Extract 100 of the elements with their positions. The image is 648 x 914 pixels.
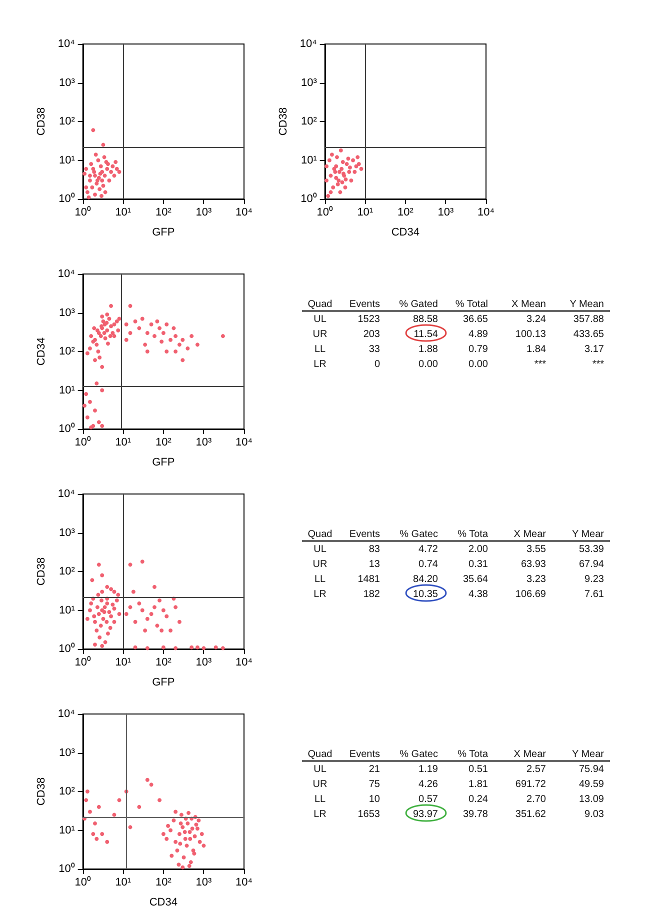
text: 0.74 [418,559,438,570]
y-tick-label: 10² [58,566,76,578]
text: 67.94 [578,559,604,570]
y-tick-label: 10⁴ [300,38,318,50]
text: 0.51 [468,764,488,775]
text: 7.61 [584,589,604,600]
text: 2.70 [526,794,546,805]
y-tick-label: 10¹ [58,824,76,836]
text: X Mear [514,749,547,760]
x-tick-label: 10² [397,206,414,218]
x-tick-label: 10⁰ [74,876,91,888]
text: 9.23 [584,574,604,585]
text: LR [314,359,326,370]
text: 1653 [358,809,380,820]
text: % Tota [458,749,488,760]
text: Events [349,749,380,760]
text: 39.78 [462,809,488,820]
text: 9.03 [584,809,604,820]
text: UR [312,329,328,340]
text: LL [314,344,326,355]
text: *** [592,359,604,370]
y-tick-label: 10² [58,786,76,798]
text: Y Mear [572,749,605,760]
text: UL [314,314,327,325]
y-tick-label: 10⁰ [58,862,75,875]
text: 35.64 [462,574,488,585]
text: UL [314,544,327,555]
x-axis-title: GFP [152,676,175,688]
x-tick-label: 10⁴ [478,206,495,218]
text: LL [314,574,326,585]
text: 13.09 [578,794,604,805]
y-tick-label: 10⁰ [58,642,75,655]
y-tick-label: 10³ [58,76,76,89]
y-tick-label: 10² [300,116,318,128]
text: 88.58 [412,314,438,325]
text: 0.24 [468,794,488,805]
text: 4.89 [468,329,488,340]
text: Y Mear [572,529,605,540]
text: 4.26 [418,779,438,790]
y-tick-label: 10⁰ [300,192,317,205]
text: 13 [368,559,380,570]
text: 1523 [358,314,380,325]
text: 10 [368,794,380,805]
text: % Total [455,299,488,310]
text: 53.39 [578,544,604,555]
text: UL [314,764,327,775]
text: X Mean [512,299,546,310]
text: 1.88 [418,344,438,355]
x-tick-label: 10¹ [115,656,132,668]
x-tick-label: 10¹ [115,436,132,448]
y-tick-label: 10¹ [58,154,76,166]
text: 3.24 [526,314,546,325]
text: 691.72 [515,779,546,790]
y-axis-title: CD38 [278,107,290,136]
text: 1.84 [526,344,546,355]
text: Quad [308,529,332,540]
x-tick-label: 10⁰ [316,206,333,218]
y-tick-label: 10³ [58,306,76,319]
text: 1481 [358,574,380,585]
text: 0.79 [468,344,488,355]
x-tick-label: 10¹ [115,206,132,218]
x-tick-label: 10⁰ [74,206,91,218]
text: 100.13 [515,329,546,340]
text: % Gatec [400,749,438,760]
y-axis-title: CD38 [36,557,48,586]
x-tick-label: 10³ [196,436,212,448]
text: 3.23 [526,574,546,585]
text: Quad [308,749,332,760]
text: 36.65 [462,314,488,325]
text: Events [349,529,380,540]
text: LR [314,809,326,820]
y-tick-label: 10¹ [300,154,318,166]
x-tick-label: 10¹ [115,876,132,888]
text: UR [312,779,328,790]
x-axis-title: CD34 [391,226,420,238]
text: 3.17 [584,344,604,355]
y-axis-title: CD38 [36,107,48,136]
text: X Mear [514,529,547,540]
y-tick-label: 10³ [58,746,76,759]
text: LR [314,589,326,600]
text: Events [349,299,380,310]
text: 2.57 [526,764,546,775]
text: 0.00 [468,359,488,370]
x-axis-title: CD34 [149,896,178,908]
x-tick-label: 10² [155,876,172,888]
x-tick-label: 10³ [438,206,454,218]
text: 49.59 [578,779,604,790]
x-tick-label: 10¹ [357,206,374,218]
x-tick-label: 10⁴ [236,436,253,448]
text: 4.72 [418,544,438,555]
text: 63.93 [520,559,546,570]
text: 433.65 [573,329,604,340]
text: 351.62 [515,809,546,820]
text: % Gated [399,299,438,310]
x-tick-label: 10³ [196,656,212,668]
text: 203 [363,329,380,340]
y-tick-label: 10⁰ [58,422,75,435]
x-tick-label: 10⁰ [74,436,91,448]
text: 75 [368,779,380,790]
text: 1.19 [418,764,438,775]
